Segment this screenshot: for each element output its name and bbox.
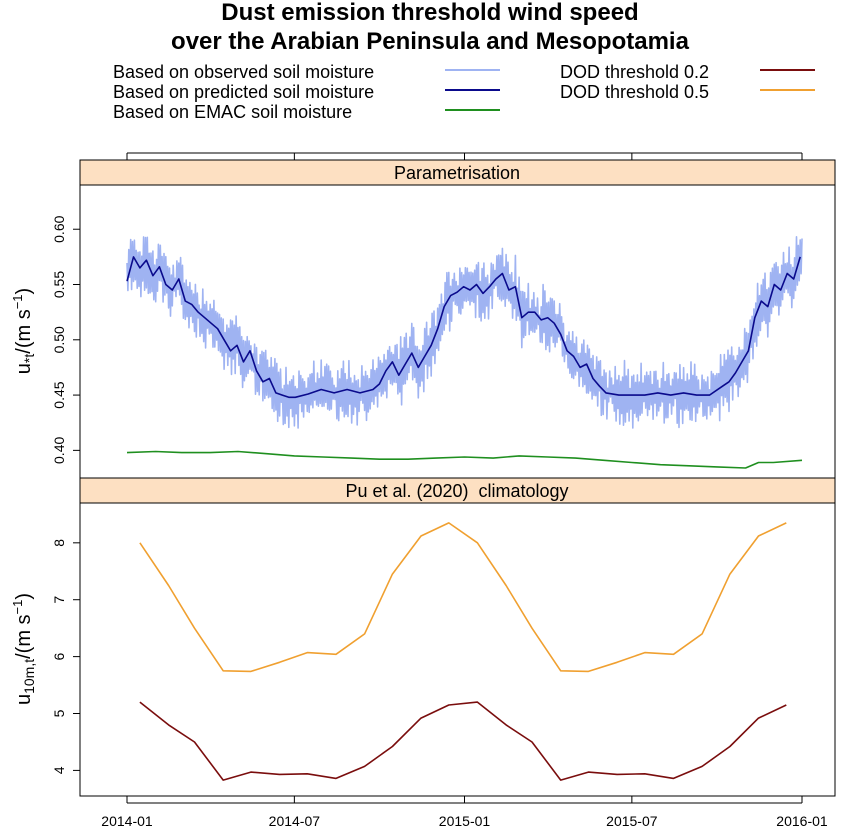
panel-2-y-tick-label: 8	[51, 539, 67, 547]
panel-1-series	[126, 236, 803, 469]
panel-1-ylabel-unit: /(m s	[13, 309, 35, 353]
series-dod-threshold-0-2	[139, 701, 787, 781]
x-tick-label: 2015-07	[606, 813, 658, 829]
panel-parametrisation: Parametrisation 0.40 0.45 0.50 0.55 0.60 u*t…	[10, 159, 836, 479]
series-based-on-emac-soil-moisture	[126, 450, 803, 469]
x-tick-label: 2014-01	[101, 813, 153, 829]
panel-2-ylabel-sup: −1	[10, 600, 25, 615]
panel-1-plot-border	[79, 184, 836, 479]
legend: Based on observed soil moisture Based on…	[113, 62, 815, 122]
series-observed-soil-moisture	[126, 236, 803, 429]
panel-2-plot-border	[79, 502, 836, 797]
chart-title-line-2: over the Arabian Peninsula and Mesopotam…	[171, 28, 690, 55]
legend-label-dod02: DOD threshold 0.2	[560, 62, 709, 82]
legend-label-emac: Based on EMAC soil moisture	[113, 102, 352, 122]
chart-title-line-1: Dust emission threshold wind speed	[221, 0, 638, 26]
x-axis: 2014-01 2014-07 2015-01 2015-07 2016-01	[101, 796, 828, 829]
panel-2-y-axis-label: u10m,t/(m s−1)	[10, 593, 37, 705]
x-tick-label: 2015-01	[439, 813, 491, 829]
panel-2-y-tick-label: 6	[51, 653, 67, 661]
series-based-on-predicted-soil-moisture	[126, 256, 801, 399]
panel-2-ylabel-sub: 10m,t	[21, 659, 37, 694]
panel-climatology: Pu et al. (2020) climatology 4 5 6 7 8 u10m,…	[10, 477, 836, 797]
panel-2-y-tick-label: 7	[51, 596, 67, 604]
panel-1-y-tick-label: 0.55	[51, 271, 67, 298]
x-tick-label: 2016-01	[776, 813, 828, 829]
x-tick-label: 2014-07	[269, 813, 321, 829]
panel-1-y-axis-label: u*t/(m s−1)	[10, 288, 37, 374]
panel-2-ylabel-base: u	[13, 694, 35, 705]
panel-1-strip	[79, 159, 836, 186]
panel-2-ylabel-unit: /(m s	[13, 614, 35, 658]
panel-2-strip-label: Pu et al. (2020) climatology	[345, 481, 568, 501]
panel-1-y-tick-label: 0.50	[51, 326, 67, 353]
series-dod-threshold-0-5	[139, 522, 787, 673]
panel-1-strip-label: Parametrisation	[394, 163, 520, 183]
panel-2-ylabel-close: )	[13, 593, 35, 600]
legend-label-dod05: DOD threshold 0.5	[560, 82, 709, 102]
panel-1-ylabel-sup: −1	[10, 294, 25, 309]
panel-2-y-tick-label: 4	[51, 766, 67, 774]
panel-1-y-tick-label: 0.45	[51, 381, 67, 408]
legend-label-predicted: Based on predicted soil moisture	[113, 82, 374, 102]
top-axis-ticks	[126, 152, 803, 160]
panel-1-ylabel-base: u	[13, 363, 35, 374]
panel-1-y-tick-label: 0.60	[51, 215, 67, 242]
panel-1-y-tick-label: 0.40	[51, 437, 67, 464]
panel-1-ylabel-sub: *t	[21, 354, 37, 363]
panel-2-y-axis: 4 5 6 7 8	[51, 539, 80, 774]
legend-label-observed: Based on observed soil moisture	[113, 62, 374, 82]
panel-2-strip	[79, 477, 836, 504]
panel-1-ylabel-close: )	[13, 288, 35, 295]
panel-2-series	[139, 522, 787, 781]
panel-2-y-tick-label: 5	[51, 709, 67, 717]
panel-1-y-axis: 0.40 0.45 0.50 0.55 0.60	[51, 215, 80, 464]
